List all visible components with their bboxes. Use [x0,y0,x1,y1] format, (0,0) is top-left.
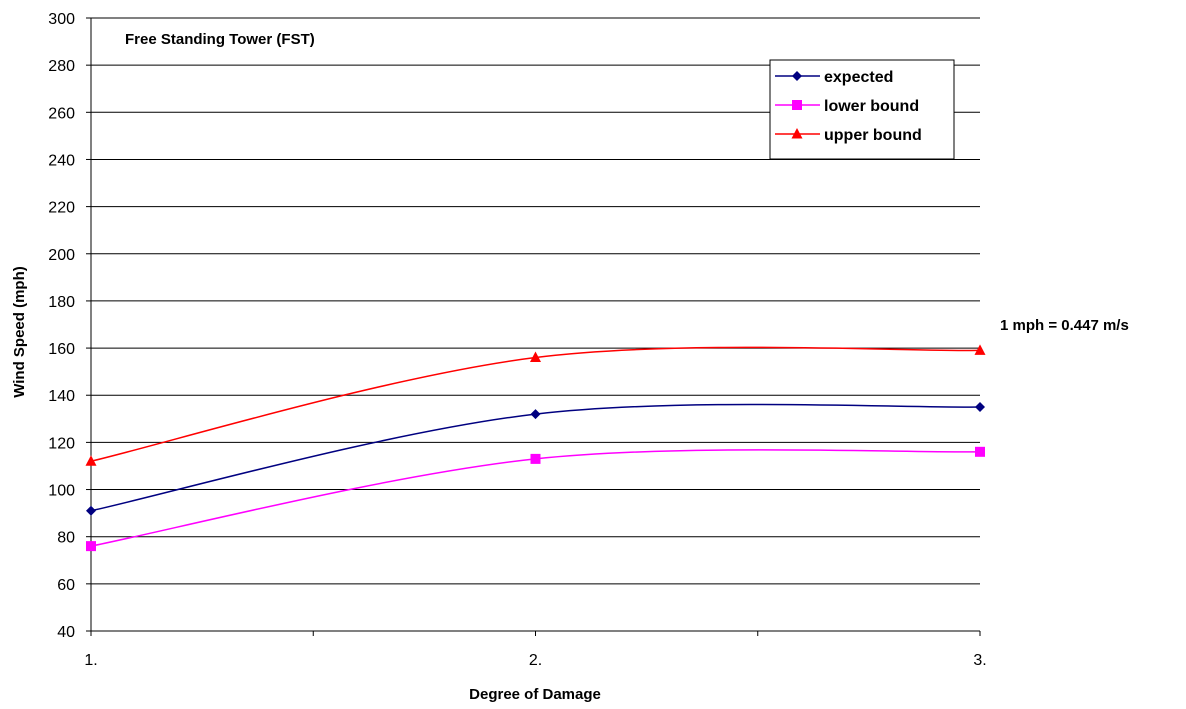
data-point-upper-bound [530,351,541,363]
data-point-expected [530,409,541,420]
x-tick-label: 3. [973,652,986,669]
y-tick-label: 200 [48,247,75,264]
chart-title: Free Standing Tower (FST) [125,31,315,48]
x-tick-label: 2. [529,652,542,669]
legend: expected lower bound upper bound [769,59,955,160]
y-tick-label: 280 [48,58,75,75]
data-point-lower-bound [530,453,541,464]
data-point-upper-bound [85,455,97,466]
y-axis-title: Wind Speed (mph) [11,266,28,398]
y-tick-label: 260 [48,105,75,122]
legend-label-upper-bound: upper bound [824,127,922,144]
y-tick-label: 100 [48,483,75,500]
y-tick-label: 300 [48,11,75,28]
series-line-upper-bound [90,346,981,462]
data-point-lower-bound [975,446,985,457]
x-tick-label: 1. [84,652,97,669]
legend-label-lower-bound: lower bound [824,98,919,115]
y-tick-label: 120 [48,435,75,452]
data-point-expected [86,505,96,516]
y-tick-label: 40 [57,624,75,641]
unit-conversion-note: 1 mph = 0.447 m/s [1000,317,1129,334]
y-tick-label: 60 [57,577,75,594]
y-tick-label: 80 [57,530,75,547]
y-tick-label: 220 [48,200,75,217]
y-tick-label: 140 [48,388,75,405]
data-point-upper-bound [974,344,986,355]
x-axis-title: Degree of Damage [469,686,601,703]
axes [86,17,981,636]
data-point-lower-bound [86,541,96,552]
series-line-lower-bound [90,449,981,547]
legend-marker-expected [792,71,802,81]
y-tick-label: 180 [48,294,75,311]
data-point-expected [975,402,985,413]
legend-marker-lower-bound [792,100,802,110]
series-markers [85,344,986,552]
series-lines [90,346,981,547]
y-tick-label: 160 [48,341,75,358]
y-tick-label: 240 [48,152,75,169]
tick-labels: 40 60 80 100 120 140 160 180 200 220 240 260 280 300 1… [48,11,986,669]
legend-marker-upper-bound [791,128,803,139]
legend-label-expected: expected [824,69,893,86]
